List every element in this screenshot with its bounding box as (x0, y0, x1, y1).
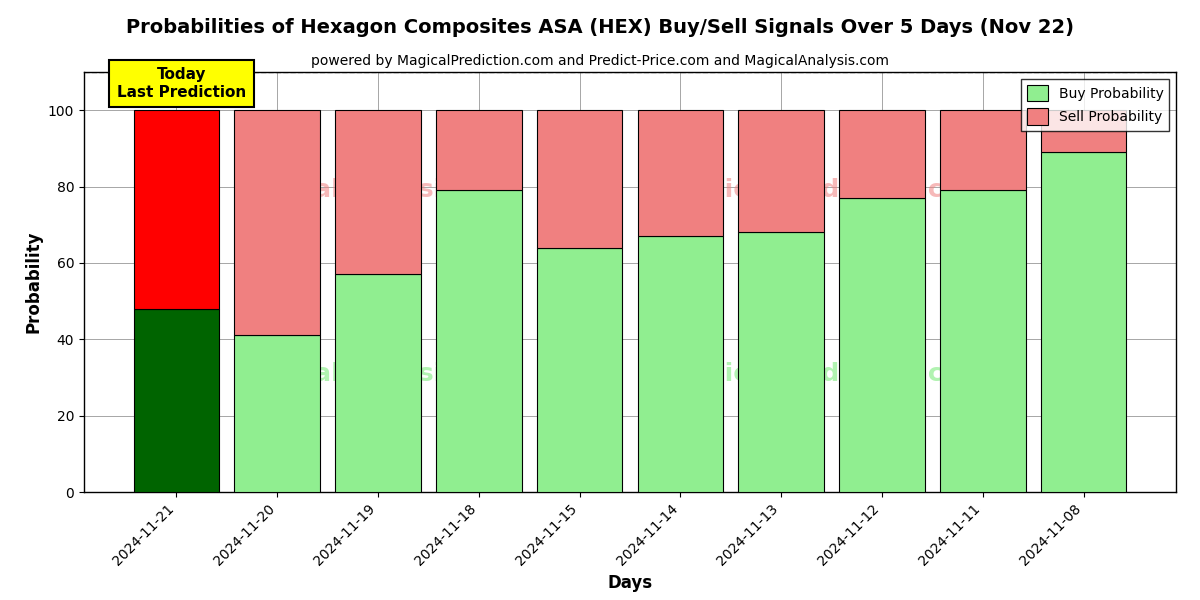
Bar (940, 110, 1026, 190)
Bar (738, 232, 824, 492)
Text: MagicalPrediction.com: MagicalPrediction.com (666, 178, 988, 202)
Y-axis label: Probability: Probability (24, 231, 42, 333)
Text: MagicalPrediction.com: MagicalPrediction.com (666, 362, 988, 386)
Bar (335, 274, 421, 492)
Bar (637, 110, 724, 236)
Bar (839, 198, 925, 492)
Bar (738, 110, 824, 232)
Bar (234, 335, 320, 492)
Bar (940, 190, 1026, 492)
Bar (436, 190, 522, 492)
Text: MagicalAnalysis.com: MagicalAnalysis.com (232, 178, 526, 202)
Bar (536, 248, 623, 492)
Bar (839, 110, 925, 198)
Bar (536, 110, 623, 248)
Bar (637, 236, 724, 492)
Bar (133, 110, 220, 309)
Bar (133, 309, 220, 492)
Bar (335, 110, 421, 274)
Text: powered by MagicalPrediction.com and Predict-Price.com and MagicalAnalysis.com: powered by MagicalPrediction.com and Pre… (311, 54, 889, 68)
X-axis label: Days: Days (607, 574, 653, 592)
Text: Today
Last Prediction: Today Last Prediction (116, 67, 246, 100)
Text: MagicalAnalysis.com: MagicalAnalysis.com (232, 362, 526, 386)
Bar (1040, 152, 1127, 492)
Text: Probabilities of Hexagon Composites ASA (HEX) Buy/Sell Signals Over 5 Days (Nov : Probabilities of Hexagon Composites ASA … (126, 18, 1074, 37)
Bar (1040, 110, 1127, 152)
Legend: Buy Probability, Sell Probability: Buy Probability, Sell Probability (1021, 79, 1169, 131)
Bar (436, 110, 522, 190)
Bar (234, 110, 320, 335)
